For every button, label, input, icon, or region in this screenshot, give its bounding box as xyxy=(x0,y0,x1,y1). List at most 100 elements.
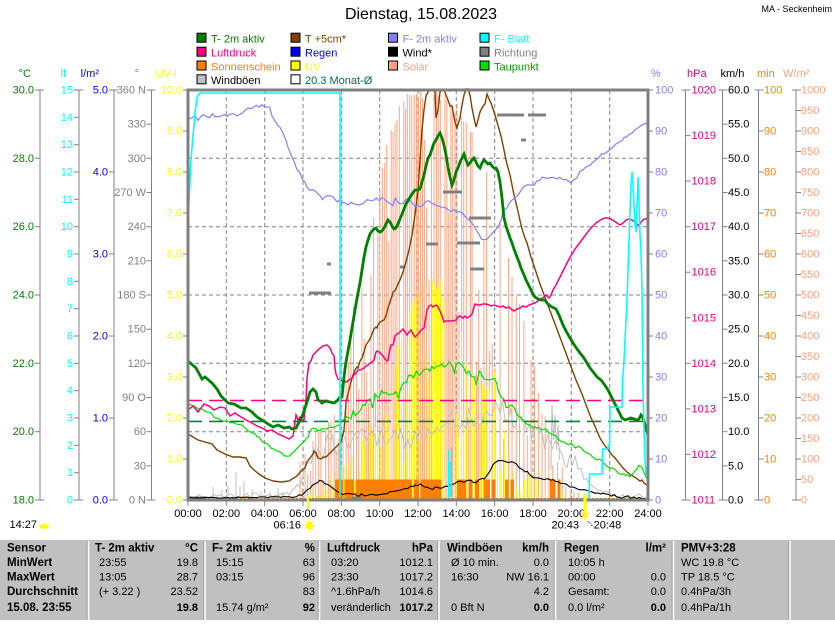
svg-text:90: 90 xyxy=(655,126,667,138)
svg-text:18.0: 18.0 xyxy=(13,495,34,507)
svg-text:360 N: 360 N xyxy=(117,85,146,97)
svg-text:50: 50 xyxy=(655,290,667,302)
svg-text:180 S: 180 S xyxy=(117,290,146,302)
svg-text:0.0: 0.0 xyxy=(651,586,666,598)
svg-text:1019: 1019 xyxy=(692,130,716,142)
svg-text:06:16: 06:16 xyxy=(273,520,301,532)
svg-text:°: ° xyxy=(135,68,139,80)
svg-text:Durchschnitt: Durchschnitt xyxy=(7,586,78,598)
svg-text:6: 6 xyxy=(67,331,73,343)
svg-text:22.0: 22.0 xyxy=(13,358,34,370)
svg-text:330: 330 xyxy=(128,119,146,131)
svg-text:10.0: 10.0 xyxy=(728,426,749,438)
svg-text:0: 0 xyxy=(655,495,661,507)
svg-text:0: 0 xyxy=(67,495,73,507)
svg-text:80: 80 xyxy=(655,167,667,179)
svg-text:950: 950 xyxy=(801,105,819,117)
svg-text:28.0: 28.0 xyxy=(13,153,34,165)
svg-text:850: 850 xyxy=(801,146,819,158)
svg-text:5.0: 5.0 xyxy=(93,85,108,97)
svg-text:1012: 1012 xyxy=(692,449,716,461)
svg-text:T- 2m aktiv: T- 2m aktiv xyxy=(211,34,265,46)
svg-text:lf: lf xyxy=(61,68,67,80)
svg-text:4: 4 xyxy=(67,385,73,397)
svg-text:16:30: 16:30 xyxy=(451,571,479,583)
svg-text:23.52: 23.52 xyxy=(170,586,198,598)
svg-text:23:55: 23:55 xyxy=(99,557,127,569)
svg-text:270 W: 270 W xyxy=(114,187,146,199)
svg-text:300: 300 xyxy=(128,153,146,165)
svg-text:0.0: 0.0 xyxy=(534,557,549,569)
svg-text:35.0: 35.0 xyxy=(728,255,749,267)
svg-text:550: 550 xyxy=(801,269,819,281)
svg-text:20.0: 20.0 xyxy=(728,358,749,370)
svg-text:60.0: 60.0 xyxy=(728,85,749,97)
svg-text:5.0: 5.0 xyxy=(728,460,743,472)
svg-text:15.0: 15.0 xyxy=(728,392,749,404)
svg-text:28.7: 28.7 xyxy=(177,571,198,583)
svg-text:10: 10 xyxy=(764,454,776,466)
svg-text:25.0: 25.0 xyxy=(728,324,749,336)
svg-text:1013: 1013 xyxy=(692,403,716,415)
svg-text:1012.1: 1012.1 xyxy=(399,557,433,569)
svg-text:0: 0 xyxy=(801,495,807,507)
svg-text:26.0: 26.0 xyxy=(13,221,34,233)
svg-text:3.0: 3.0 xyxy=(93,249,108,261)
svg-text:10: 10 xyxy=(61,221,73,233)
svg-text:300: 300 xyxy=(801,372,819,384)
svg-text:20: 20 xyxy=(764,413,776,425)
svg-text:0.4hPa/1h: 0.4hPa/1h xyxy=(681,602,731,614)
svg-text:12: 12 xyxy=(61,167,73,179)
svg-text:14:27: 14:27 xyxy=(9,519,37,531)
svg-text:0.0: 0.0 xyxy=(93,495,108,507)
svg-text:96: 96 xyxy=(303,571,315,583)
svg-text:1014: 1014 xyxy=(692,358,716,370)
svg-text:1011: 1011 xyxy=(692,495,716,507)
svg-text:08:00: 08:00 xyxy=(328,508,356,520)
svg-text:hPa: hPa xyxy=(412,543,434,555)
svg-text:F- 2m aktiv: F- 2m aktiv xyxy=(212,543,273,555)
svg-text:T- 2m aktiv: T- 2m aktiv xyxy=(95,543,155,555)
svg-text:2.0: 2.0 xyxy=(93,331,108,343)
svg-text:Ø 10 min.: Ø 10 min. xyxy=(451,557,499,569)
svg-text:5: 5 xyxy=(67,358,73,370)
svg-text:8: 8 xyxy=(67,276,73,288)
svg-text:10: 10 xyxy=(655,454,667,466)
svg-text:l/m²: l/m² xyxy=(646,543,667,555)
svg-text:120: 120 xyxy=(128,358,146,370)
svg-text:15.08. 23:55: 15.08. 23:55 xyxy=(7,602,72,614)
svg-text:^1.6hPa/h: ^1.6hPa/h xyxy=(331,586,380,598)
svg-text:1.0: 1.0 xyxy=(167,454,182,466)
svg-text:0.0: 0.0 xyxy=(167,495,182,507)
svg-text:92: 92 xyxy=(303,602,315,614)
svg-text:Wind*: Wind* xyxy=(403,48,433,60)
svg-text:1.0: 1.0 xyxy=(93,413,108,425)
svg-text:650: 650 xyxy=(801,228,819,240)
svg-text:55.0: 55.0 xyxy=(728,119,749,131)
svg-text:F- Blatt: F- Blatt xyxy=(494,34,529,46)
svg-text:150: 150 xyxy=(801,433,819,445)
svg-text:30: 30 xyxy=(655,372,667,384)
svg-text:0 Bft N: 0 Bft N xyxy=(451,602,485,614)
svg-text:7.0: 7.0 xyxy=(167,208,182,220)
svg-text:Luftdruck: Luftdruck xyxy=(211,48,257,60)
svg-text:MA - Seckenheim: MA - Seckenheim xyxy=(761,4,832,14)
svg-text:16:00: 16:00 xyxy=(481,508,509,520)
svg-text:MinWert: MinWert xyxy=(7,557,52,569)
svg-text:%: % xyxy=(305,543,315,555)
svg-text:Dienstag, 15.08.2023: Dienstag, 15.08.2023 xyxy=(345,6,497,23)
svg-text:14: 14 xyxy=(61,112,73,124)
svg-text:3: 3 xyxy=(67,413,73,425)
svg-text:6.0: 6.0 xyxy=(167,249,182,261)
svg-text:02:00: 02:00 xyxy=(213,508,241,520)
svg-text:veränderlich: veränderlich xyxy=(331,602,391,614)
svg-text:15:15: 15:15 xyxy=(216,557,244,569)
svg-text:60: 60 xyxy=(764,249,776,261)
svg-text:20:00: 20:00 xyxy=(558,508,586,520)
svg-text:14:00: 14:00 xyxy=(443,508,471,520)
svg-text:80: 80 xyxy=(764,167,776,179)
svg-text:W/m²: W/m² xyxy=(783,68,810,80)
svg-text:Windböen: Windböen xyxy=(447,543,502,555)
svg-text:4.2: 4.2 xyxy=(534,586,549,598)
svg-text:400: 400 xyxy=(801,331,819,343)
